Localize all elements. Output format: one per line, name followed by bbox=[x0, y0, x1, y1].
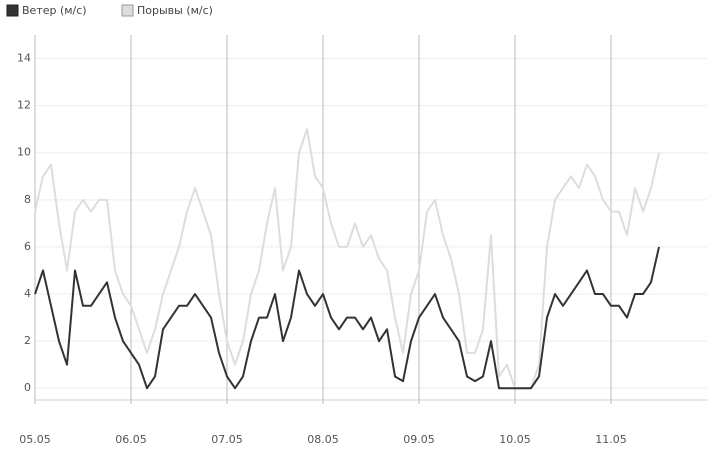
legend-swatch bbox=[6, 4, 19, 17]
legend: Ветер (м/с) Порывы (м/с) bbox=[6, 4, 213, 17]
x-tick-label: 11.05 bbox=[595, 433, 627, 446]
legend-label: Ветер (м/с) bbox=[22, 4, 87, 17]
x-tick-label: 09.05 bbox=[403, 433, 435, 446]
y-tick-label: 6 bbox=[24, 240, 31, 253]
x-tick-label: 07.05 bbox=[211, 433, 243, 446]
x-tick-label: 05.05 bbox=[19, 433, 51, 446]
y-tick-label: 2 bbox=[24, 334, 31, 347]
y-tick-label: 0 bbox=[24, 381, 31, 394]
legend-swatch bbox=[121, 4, 134, 17]
x-tick-label: 08.05 bbox=[307, 433, 339, 446]
legend-label: Порывы (м/с) bbox=[137, 4, 213, 17]
x-tick-label: 06.05 bbox=[115, 433, 147, 446]
series-line bbox=[34, 128, 660, 390]
y-tick-label: 10 bbox=[17, 146, 31, 159]
series-line bbox=[34, 246, 660, 390]
y-tick-label: 4 bbox=[24, 287, 31, 300]
x-tick-label: 10.05 bbox=[499, 433, 531, 446]
y-tick-label: 8 bbox=[24, 193, 31, 206]
y-tick-label: 12 bbox=[17, 99, 31, 112]
y-tick-label: 14 bbox=[17, 52, 31, 65]
